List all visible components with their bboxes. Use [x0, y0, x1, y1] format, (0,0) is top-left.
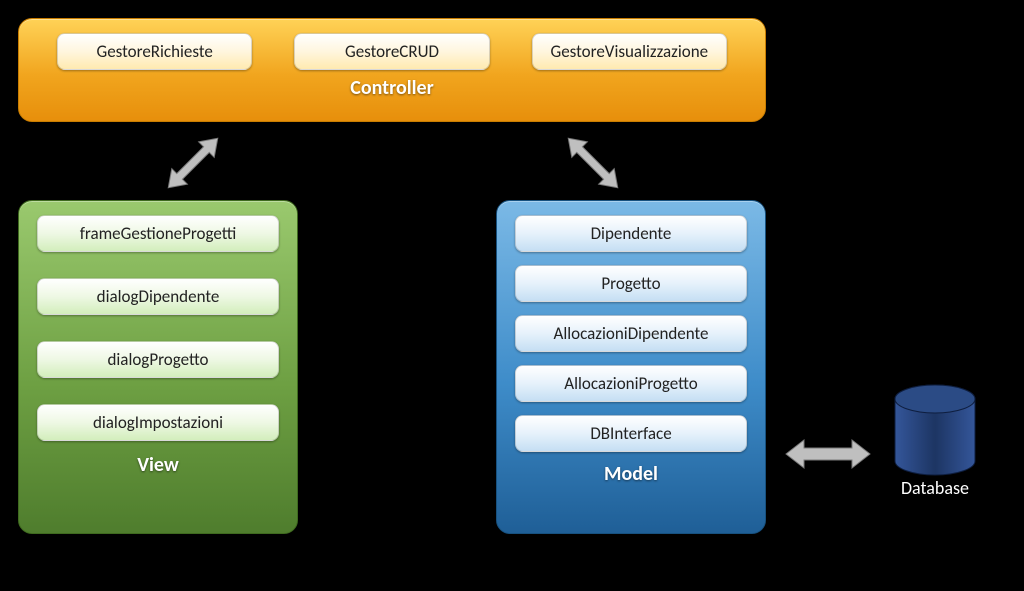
- model-item-allocazioni-progetto: AllocazioniProgetto: [515, 365, 747, 402]
- controller-item-gestore-visualizzazione: GestoreVisualizzazione: [532, 33, 727, 70]
- model-item-allocazioni-dipendente: AllocazioniDipendente: [515, 315, 747, 352]
- database-label: Database: [901, 477, 969, 499]
- controller-item-gestore-crud: GestoreCRUD: [294, 33, 489, 70]
- view-item-dialog-dipendente: dialogDipendente: [37, 278, 279, 315]
- model-item-progetto: Progetto: [515, 265, 747, 302]
- model-panel: Dipendente Progetto AllocazioniDipendent…: [496, 200, 766, 534]
- model-title: Model: [515, 462, 747, 486]
- arrow-controller-model: [556, 126, 630, 200]
- arrow-controller-view: [156, 126, 230, 200]
- controller-title: Controller: [37, 76, 747, 100]
- view-items: frameGestioneProgetti dialogDipendente d…: [37, 215, 279, 441]
- view-item-dialog-impostazioni: dialogImpostazioni: [37, 404, 279, 441]
- view-title: View: [37, 453, 279, 477]
- view-item-frame-gestione-progetti: frameGestioneProgetti: [37, 215, 279, 252]
- view-panel: frameGestioneProgetti dialogDipendente d…: [18, 200, 298, 534]
- model-item-db-interface: DBInterface: [515, 415, 747, 452]
- model-items: Dipendente Progetto AllocazioniDipendent…: [515, 215, 747, 452]
- view-item-dialog-progetto: dialogProgetto: [37, 341, 279, 378]
- controller-items-row: GestoreRichieste GestoreCRUD GestoreVisu…: [37, 33, 747, 70]
- model-item-dipendente: Dipendente: [515, 215, 747, 252]
- controller-panel: GestoreRichieste GestoreCRUD GestoreVisu…: [18, 18, 766, 122]
- database-icon: [890, 383, 980, 483]
- controller-item-gestore-richieste: GestoreRichieste: [57, 33, 252, 70]
- database-node: Database: [880, 383, 990, 503]
- arrow-model-database: [784, 432, 872, 476]
